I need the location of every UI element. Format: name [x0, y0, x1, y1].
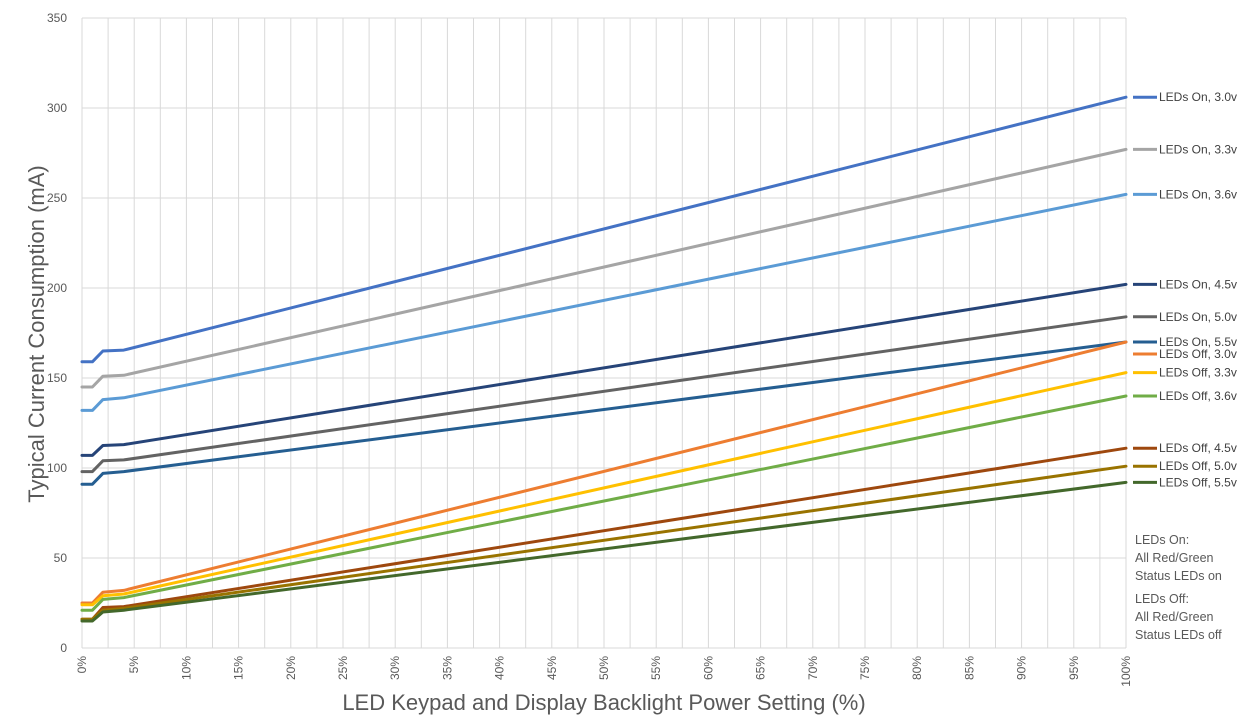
series-lines	[80, 95, 1128, 623]
x-tick-label: 5%	[127, 656, 141, 674]
x-axis-ticks: 0% 5% 10% 15% 20% 25% 30% 35% 40% 45% 50% 55% 60% 65%…	[75, 656, 1133, 687]
y-tick-label: 100	[47, 461, 67, 475]
x-tick-label: 75%	[858, 656, 872, 680]
legend-label: LEDs Off, 4.5v	[1159, 441, 1237, 455]
legend-label: LEDs Off, 3.6v	[1159, 389, 1237, 403]
legend-label: LEDs On, 5.0v	[1159, 310, 1237, 324]
legend-item: LEDs On, 5.5v	[1133, 335, 1237, 349]
gridlines	[81, 17, 1127, 649]
legend-item: LEDs Off, 4.5v	[1133, 441, 1237, 455]
series-line	[80, 480, 1128, 623]
x-tick-label: 55%	[649, 656, 663, 680]
x-tick-label: 40%	[493, 656, 507, 680]
x-tick-label: 35%	[440, 656, 454, 680]
series-line	[80, 464, 1128, 621]
x-tick-label: 95%	[1067, 656, 1081, 680]
y-tick-label: 200	[47, 281, 67, 295]
x-tick-label: 70%	[806, 656, 820, 680]
x-tick-label: 10%	[179, 656, 193, 680]
legend-item: LEDs Off, 3.0v	[1133, 347, 1237, 361]
x-tick-label: 25%	[336, 656, 350, 680]
y-tick-label: 0	[60, 641, 67, 655]
legend-label: LEDs Off, 5.0v	[1159, 459, 1237, 473]
x-tick-label: 60%	[701, 656, 715, 680]
x-tick-label: 0%	[75, 656, 89, 674]
series-line	[80, 315, 1128, 474]
legend-label: LEDs Off, 3.0v	[1159, 347, 1237, 361]
x-tick-label: 45%	[545, 656, 559, 680]
series-line	[80, 394, 1128, 612]
series-line	[80, 192, 1128, 412]
y-tick-label: 50	[54, 551, 68, 565]
note-off-line2: Status LEDs off	[1135, 628, 1222, 642]
legend-item: LEDs Off, 3.6v	[1133, 389, 1237, 403]
legend-note-leds-on: LEDs On: All Red/Green Status LEDs on	[1135, 533, 1222, 583]
legend-label: LEDs On, 4.5v	[1159, 277, 1237, 291]
legend-item: LEDs On, 3.6v	[1133, 187, 1237, 201]
legend-item: LEDs On, 5.0v	[1133, 310, 1237, 324]
series-line	[80, 147, 1128, 389]
x-axis-title: LED Keypad and Display Backlight Power S…	[342, 690, 865, 715]
x-tick-label: 30%	[388, 656, 402, 680]
note-on-title: LEDs On:	[1135, 533, 1189, 547]
x-tick-label: 85%	[962, 656, 976, 680]
x-tick-label: 50%	[597, 656, 611, 680]
note-on-line2: Status LEDs on	[1135, 569, 1222, 583]
legend: LEDs On, 3.0v LEDs On, 3.3v LEDs On, 3.6v L…	[1133, 90, 1237, 489]
note-off-line1: All Red/Green	[1135, 610, 1214, 624]
legend-item: LEDs Off, 5.5v	[1133, 475, 1237, 489]
y-tick-label: 150	[47, 371, 67, 385]
y-tick-label: 350	[47, 11, 67, 25]
legend-item: LEDs On, 3.0v	[1133, 90, 1237, 104]
legend-label: LEDs On, 3.0v	[1159, 90, 1237, 104]
legend-item: LEDs Off, 3.3v	[1133, 366, 1237, 380]
legend-label: LEDs Off, 5.5v	[1159, 475, 1237, 489]
legend-item: LEDs Off, 5.0v	[1133, 459, 1237, 473]
note-off-title: LEDs Off:	[1135, 592, 1189, 606]
legend-label: LEDs On, 3.3v	[1159, 142, 1237, 156]
x-tick-label: 20%	[284, 656, 298, 680]
legend-note-leds-off: LEDs Off: All Red/Green Status LEDs off	[1135, 592, 1222, 642]
y-axis-title: Typical Current Consumption (mA)	[24, 165, 49, 502]
legend-label: LEDs On, 3.6v	[1159, 187, 1237, 201]
series-line	[80, 371, 1128, 607]
legend-item: LEDs On, 4.5v	[1133, 277, 1237, 291]
legend-label: LEDs Off, 3.3v	[1159, 366, 1237, 380]
y-axis-ticks: 0 50 100 150 200 250 300 350	[47, 11, 67, 655]
x-tick-label: 100%	[1119, 656, 1133, 687]
y-tick-label: 300	[47, 101, 67, 115]
legend-label: LEDs On, 5.5v	[1159, 335, 1237, 349]
note-on-line1: All Red/Green	[1135, 551, 1214, 565]
y-tick-label: 250	[47, 191, 67, 205]
legend-item: LEDs On, 3.3v	[1133, 142, 1237, 156]
series-line	[80, 282, 1128, 457]
series-line	[80, 340, 1128, 486]
x-tick-label: 80%	[910, 656, 924, 680]
series-line	[80, 95, 1128, 364]
x-tick-label: 15%	[232, 656, 246, 680]
series-line	[80, 340, 1128, 605]
x-tick-label: 90%	[1015, 656, 1029, 680]
x-tick-label: 65%	[754, 656, 768, 680]
